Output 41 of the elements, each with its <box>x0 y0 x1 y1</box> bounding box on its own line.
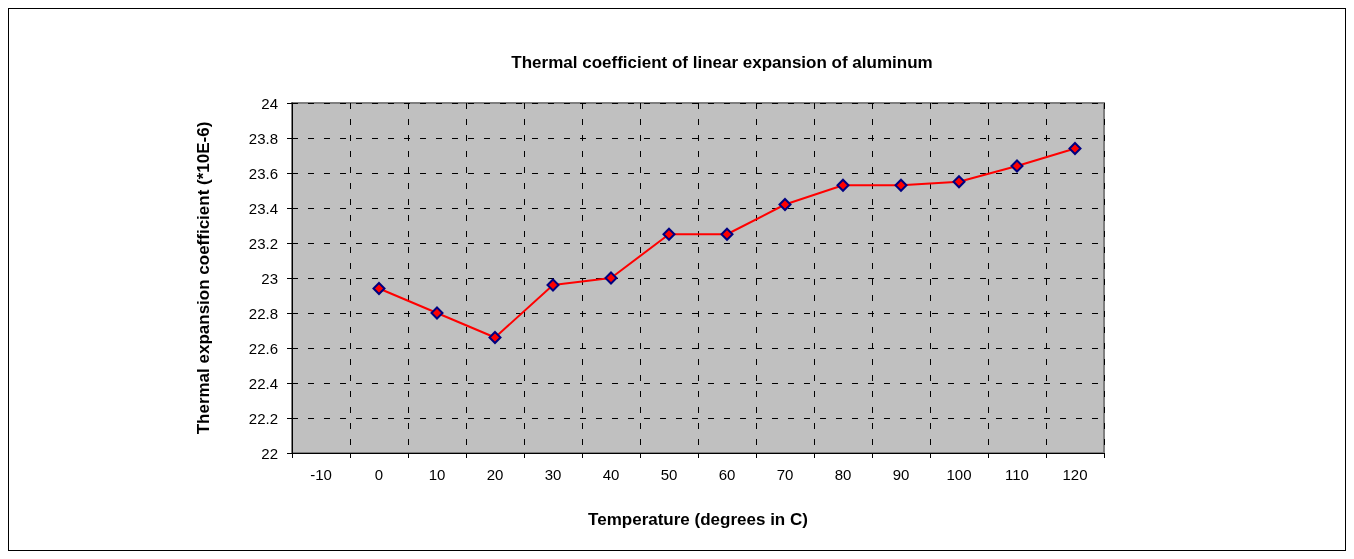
point <box>1010 159 1024 173</box>
point <box>662 227 676 241</box>
y-tick-label: 23.8 <box>248 129 278 147</box>
x-tick-label: 100 <box>946 466 972 483</box>
point <box>778 198 792 211</box>
x-tick-label: 30 <box>544 466 562 483</box>
y-tick-label: 24 <box>261 94 278 112</box>
point <box>952 175 966 189</box>
x-tick-label: 80 <box>834 466 852 483</box>
x-axis-title: Temperature (degrees in C) <box>588 510 808 529</box>
x-tick-label: 10 <box>428 466 446 483</box>
y-tick-label: 23.6 <box>248 164 278 182</box>
y-tick-label: 22.8 <box>248 304 278 322</box>
x-tick-label: 90 <box>892 466 910 483</box>
x-tick-label: -10 <box>310 466 332 483</box>
x-tick-label: 40 <box>602 466 620 483</box>
point <box>488 331 502 344</box>
point <box>430 306 444 320</box>
y-tick-label: 23.4 <box>248 199 278 217</box>
point <box>836 178 850 192</box>
point <box>372 282 386 295</box>
y-tick-label: 23 <box>261 269 278 287</box>
point <box>604 271 618 285</box>
y-tick-label: 22.4 <box>248 374 278 392</box>
y-tick-label: 22 <box>261 444 278 462</box>
x-tick-label: 0 <box>374 466 384 483</box>
x-tick-label: 120 <box>1062 466 1088 483</box>
y-tick-label: 22.2 <box>248 409 278 427</box>
x-tick-label: 110 <box>1005 466 1029 483</box>
y-axis-title: Thermal expansion coefficient (*10E-6) <box>194 121 213 435</box>
y-tick-label: 22.6 <box>248 339 278 357</box>
x-tick-label: 20 <box>486 466 504 483</box>
x-tick-label: 50 <box>660 466 678 483</box>
y-tick-label: 23.2 <box>248 234 278 252</box>
chart-title: Thermal coefficient of linear expansion of aluminum <box>511 53 933 72</box>
x-tick-label: 70 <box>776 466 794 483</box>
point <box>720 227 734 241</box>
x-tick-label: 60 <box>718 466 736 483</box>
point <box>546 278 560 292</box>
point <box>1068 142 1082 155</box>
point <box>894 178 908 192</box>
